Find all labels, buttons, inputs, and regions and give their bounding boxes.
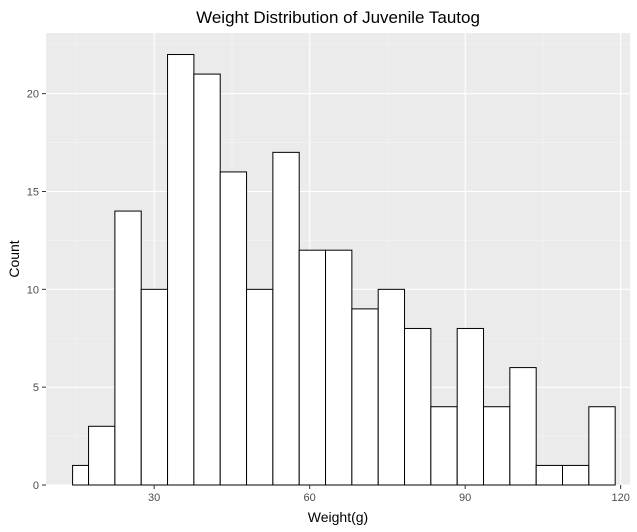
histogram-bar-15 xyxy=(430,406,458,486)
histogram-bars xyxy=(72,54,616,486)
histogram-bar-7 xyxy=(219,171,248,486)
y-tick-label: 15 xyxy=(27,186,39,198)
histogram-bar-6 xyxy=(193,73,221,486)
x-tick-label: 120 xyxy=(611,492,629,504)
histogram-bar-3 xyxy=(114,210,142,486)
histogram-bar-11 xyxy=(325,249,353,486)
histogram-bar-9 xyxy=(272,151,300,486)
histogram-bar-16 xyxy=(456,327,485,486)
y-tick-label: 5 xyxy=(33,382,39,394)
x-tick-label: 60 xyxy=(304,492,316,504)
histogram-bar-17 xyxy=(483,406,511,486)
histogram-bar-20 xyxy=(562,464,590,486)
y-tick-label: 0 xyxy=(33,480,39,492)
x-tick-label: 90 xyxy=(459,492,471,504)
x-axis-title: Weight(g) xyxy=(308,509,368,525)
histogram-bar-8 xyxy=(246,288,274,486)
histogram-bar-19 xyxy=(535,464,564,486)
histogram-bar-18 xyxy=(509,367,537,486)
histogram-bar-1 xyxy=(72,464,90,486)
histogram-bar-14 xyxy=(404,327,432,486)
histogram-bar-4 xyxy=(140,288,169,486)
chart-title: Weight Distribution of Juvenile Tautog xyxy=(196,8,480,27)
histogram-bar-12 xyxy=(351,308,379,486)
axes: 30 60 90 120 0 5 10 15 20 xyxy=(27,89,630,504)
y-tick-label: 20 xyxy=(27,89,39,101)
x-tick-label: 30 xyxy=(148,492,160,504)
histogram-bar-13 xyxy=(377,288,406,486)
y-tick-label: 10 xyxy=(27,284,39,296)
histogram-bar-2 xyxy=(88,425,116,486)
y-axis-title: Count xyxy=(6,240,22,277)
histogram-bar-10 xyxy=(298,249,327,486)
histogram-bar-5 xyxy=(167,54,195,486)
histogram-bar-21 xyxy=(588,406,616,486)
